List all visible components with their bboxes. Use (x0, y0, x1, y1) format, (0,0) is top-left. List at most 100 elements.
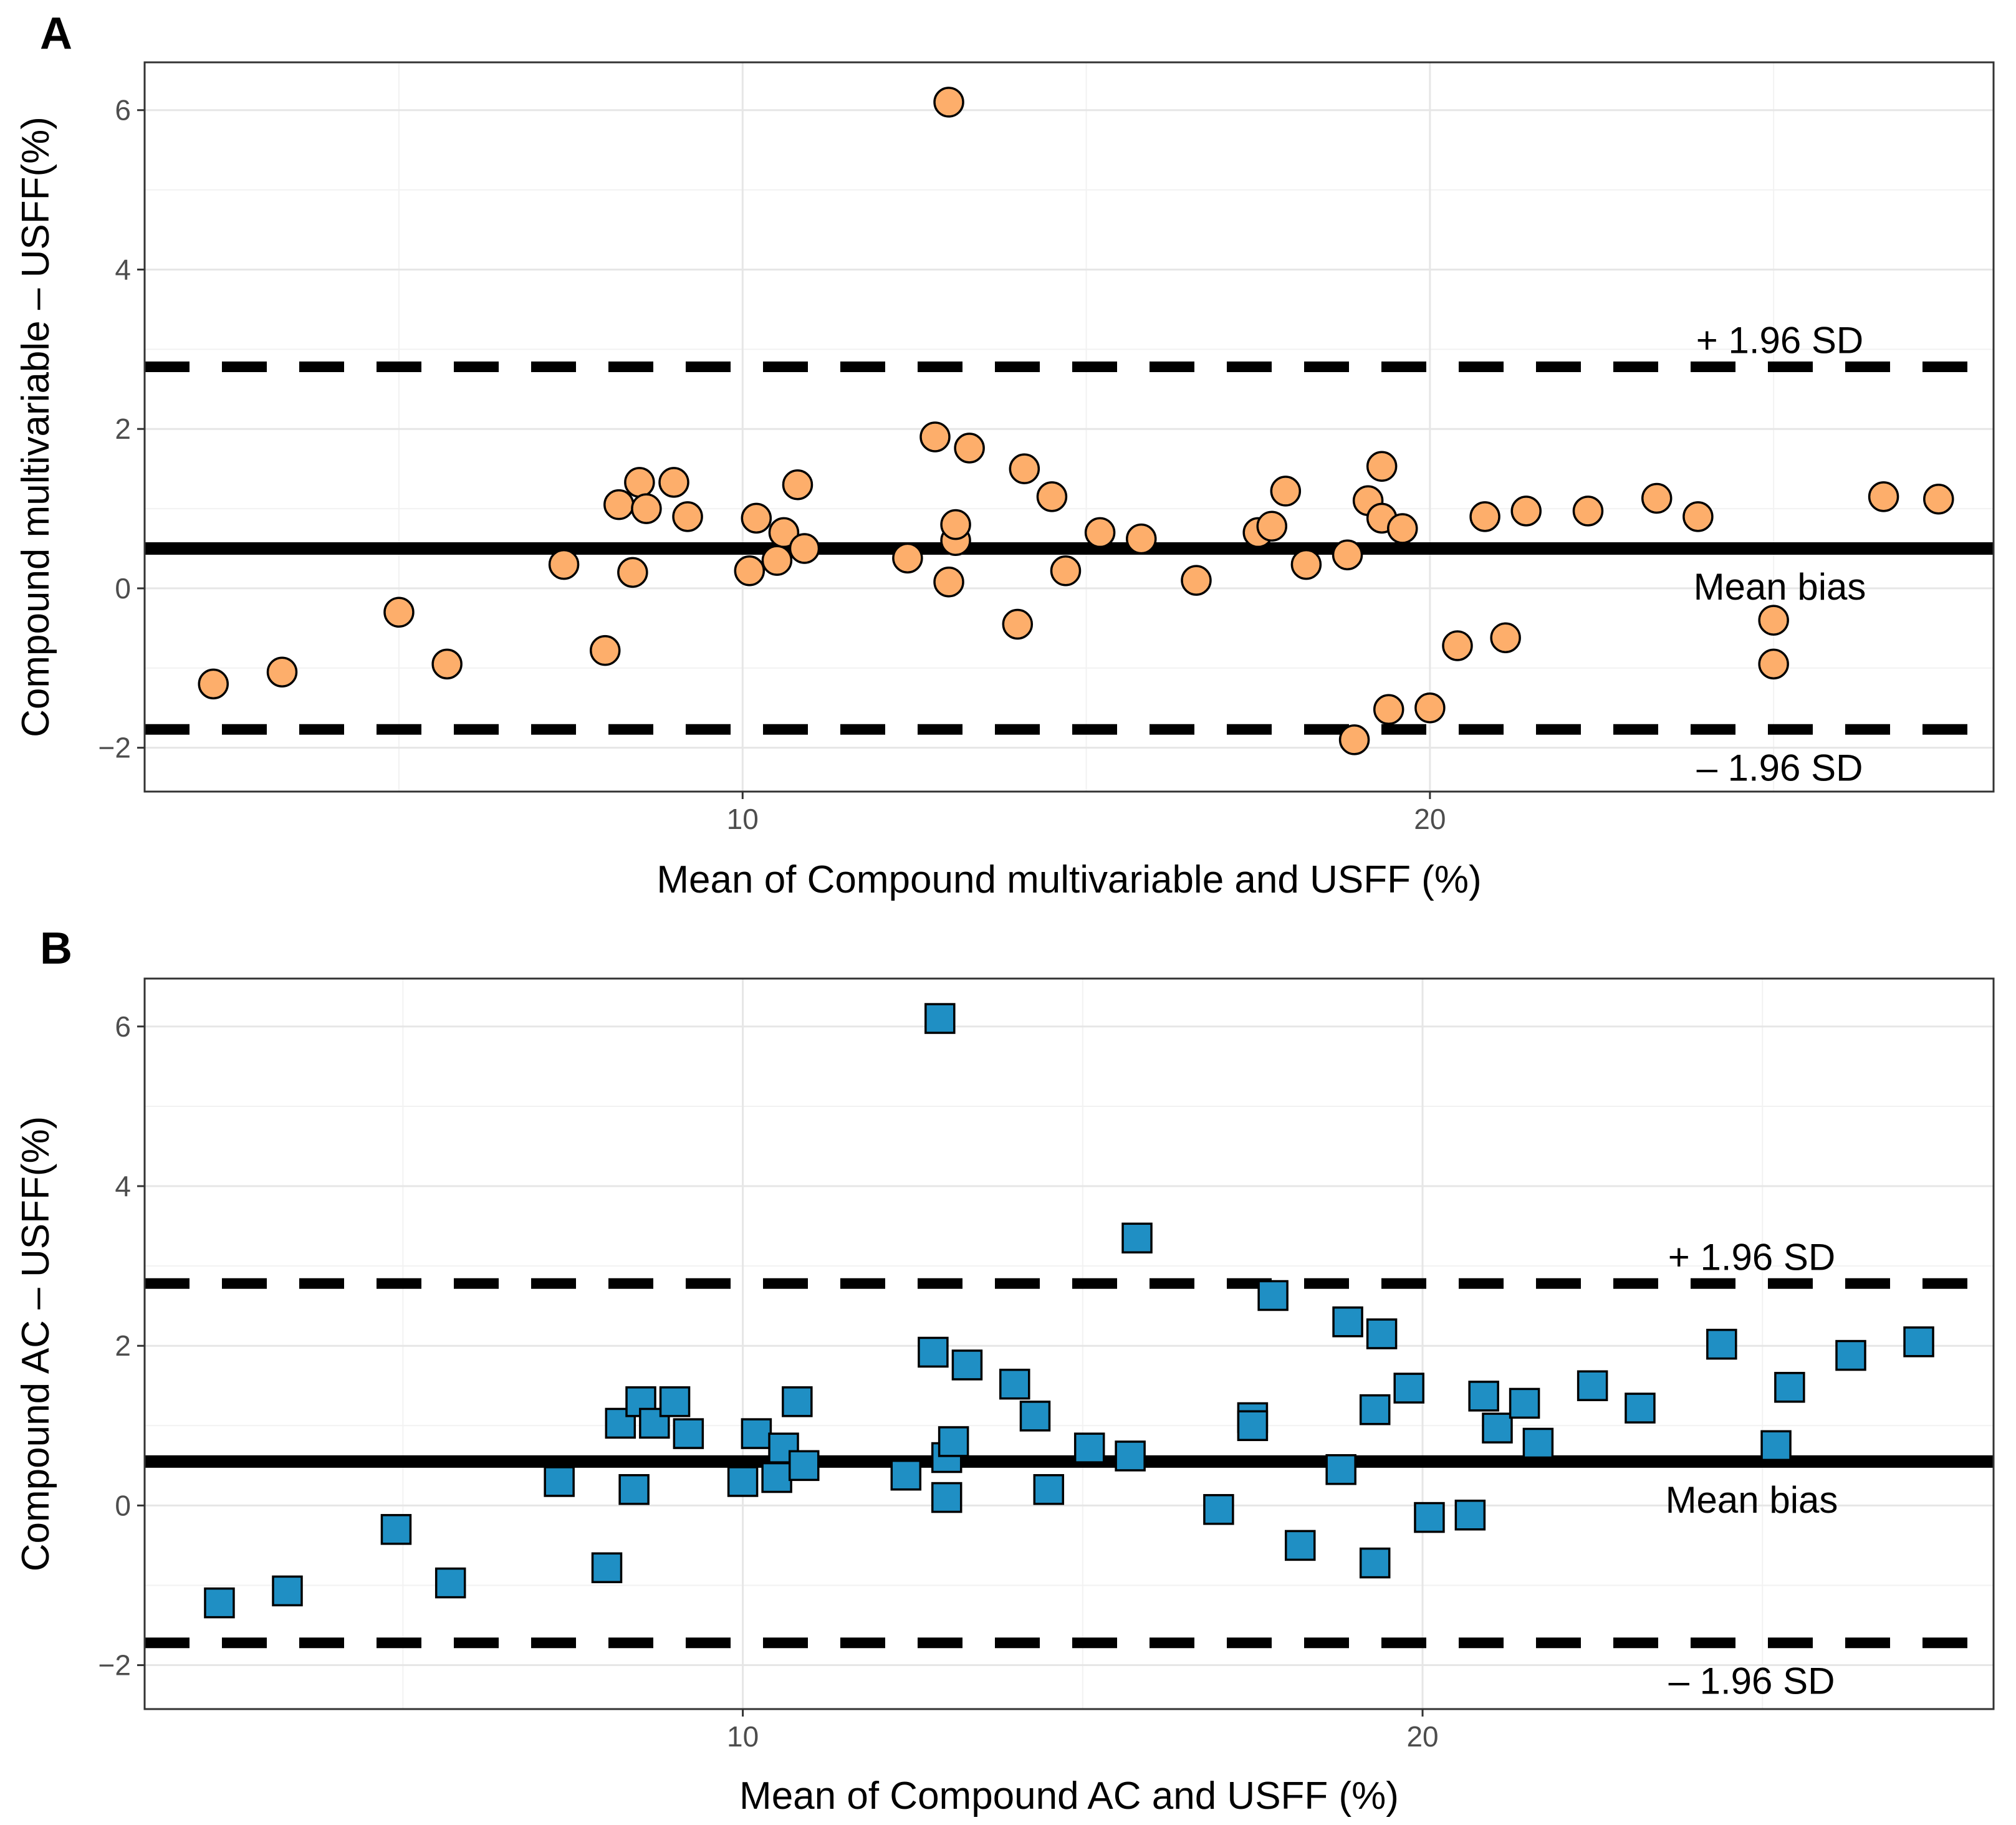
data-point (1270, 476, 1302, 507)
plot-frame (143, 977, 1995, 1710)
data-point (1002, 608, 1034, 640)
mean-bias-label: Mean bias (1694, 566, 1866, 608)
data-point (1903, 1326, 1934, 1358)
lower-sd-label: – 1.96 SD (1697, 747, 1863, 788)
data-point (940, 509, 971, 540)
data-point (1706, 1328, 1737, 1360)
panel-label: B (40, 924, 72, 974)
data-point (618, 1474, 650, 1505)
data-point (1577, 1370, 1608, 1401)
data-point (673, 1418, 704, 1449)
y-tick-label: 6 (115, 94, 131, 127)
data-point (631, 493, 662, 524)
x-tick-label: 10 (727, 803, 759, 835)
data-point (741, 502, 772, 534)
data-point (1572, 496, 1604, 527)
data-point (919, 421, 951, 453)
data-point (788, 1450, 820, 1482)
data-point (1760, 1430, 1792, 1462)
data-point (1490, 622, 1521, 653)
data-point (1509, 1387, 1540, 1419)
data-point (1181, 565, 1212, 596)
data-point (624, 467, 655, 498)
data-point (659, 1386, 691, 1417)
data-point (1019, 1401, 1051, 1432)
data-point (1758, 605, 1789, 636)
data-point (1625, 1392, 1656, 1424)
data-point (933, 566, 964, 598)
data-point (954, 433, 985, 464)
data-point (1835, 1339, 1866, 1371)
data-point (1290, 548, 1322, 580)
annotations: + 1.96 SD Mean bias – 1.96 SD (1666, 1236, 1838, 1702)
data-point (1285, 1530, 1316, 1561)
y-tick-label: 0 (115, 1489, 131, 1521)
data-point (1469, 501, 1500, 532)
grid (145, 979, 1994, 1709)
mean-bias-label: Mean bias (1666, 1479, 1838, 1521)
data-point (1073, 1432, 1105, 1463)
data-point (924, 1003, 956, 1034)
y-tick-label: 4 (115, 1170, 131, 1202)
data-point (782, 469, 814, 501)
panel-a: + 1.96 SD Mean bias – 1.96 SD 10 20 −2 0 2 4 6 Mea… (14, 9, 1995, 901)
data-point (1522, 1427, 1554, 1459)
annotations: + 1.96 SD Mean bias – 1.96 SD (1694, 319, 1866, 788)
data-point (933, 87, 964, 118)
data-point (1758, 648, 1789, 680)
panel-b: + 1.96 SD Mean bias – 1.96 SD 10 20 −2 0 2 4 6 Mea… (14, 924, 1995, 1818)
data-point (1115, 1440, 1146, 1472)
data-point (890, 1459, 922, 1491)
data-point (380, 1514, 412, 1545)
panel-label: A (40, 9, 72, 59)
data-point (383, 596, 415, 628)
x-tick-label: 20 (1414, 803, 1446, 835)
data-point (782, 1386, 813, 1417)
data-point (1126, 523, 1157, 555)
data-point (1256, 510, 1288, 542)
data-point (1468, 1381, 1499, 1412)
data-point (1121, 1222, 1153, 1254)
x-axis-title: Mean of Compound AC and USFF (%) (739, 1775, 1399, 1818)
data-point (727, 1466, 759, 1497)
data-point (1033, 1474, 1065, 1505)
data-point (617, 557, 648, 588)
data-point (892, 542, 923, 574)
data-point (1510, 496, 1542, 527)
data-point (272, 1575, 303, 1607)
y-tick-label: 4 (115, 253, 131, 285)
y-tick-label: 6 (115, 1010, 131, 1043)
data-point (918, 1336, 949, 1368)
data-point (204, 1587, 235, 1619)
data-point (931, 1482, 962, 1513)
data-point (761, 1462, 792, 1493)
data-point (1237, 1410, 1269, 1442)
data-point (589, 635, 621, 666)
y-tick-label: −2 (98, 732, 131, 764)
data-point (1393, 1372, 1424, 1404)
x-axis-title: Mean of Compound multivariable and USFF … (656, 858, 1481, 901)
data-point (1332, 539, 1363, 570)
data-point (768, 517, 800, 548)
data-point (431, 648, 463, 680)
data-point (1482, 1412, 1513, 1444)
plot-frame (143, 61, 1995, 793)
y-tick-label: 0 (115, 572, 131, 605)
data-point (1414, 1502, 1445, 1533)
axis-ticks: 10 20 −2 0 2 4 6 (98, 94, 1446, 835)
data-point (761, 545, 793, 576)
lower-sd-label: – 1.96 SD (1669, 1660, 1835, 1702)
data-point (1257, 1280, 1289, 1311)
data-point (198, 668, 229, 700)
data-point (1923, 483, 1954, 515)
data-point (1332, 1306, 1363, 1338)
data-point (1359, 1394, 1391, 1425)
data-point (1203, 1494, 1234, 1525)
data-point (1774, 1372, 1805, 1403)
data-point (544, 1466, 575, 1497)
y-tick-label: 2 (115, 413, 131, 445)
data-point (672, 501, 703, 532)
data-point (789, 533, 820, 564)
y-tick-label: 2 (115, 1329, 131, 1362)
